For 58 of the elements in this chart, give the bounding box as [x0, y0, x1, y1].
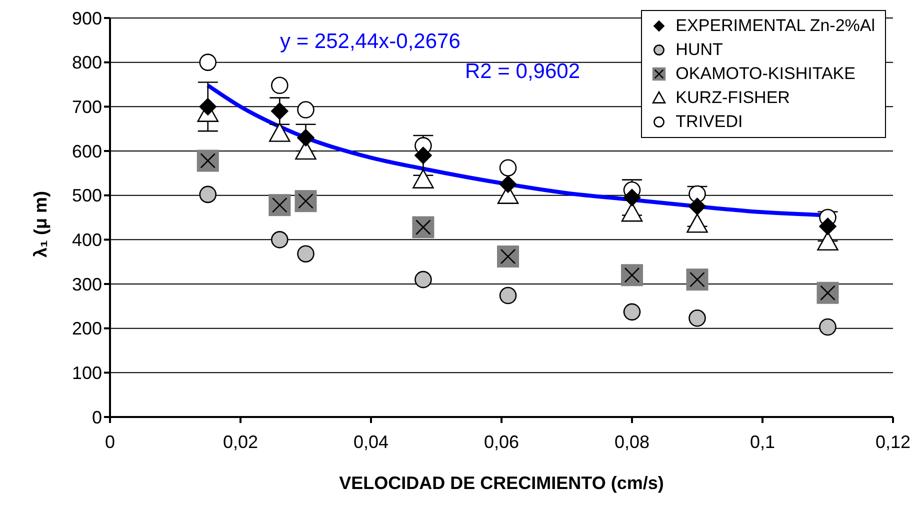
x-tick-label: 0 — [104, 432, 116, 452]
legend-label: OKAMOTO-KISHITAKE — [674, 63, 856, 85]
point — [623, 188, 641, 206]
y-tick-label: 200 — [72, 318, 102, 339]
point — [414, 270, 432, 288]
y-tick-label: 300 — [72, 274, 102, 294]
point — [499, 176, 517, 193]
y-tick-label: 600 — [72, 141, 102, 162]
point — [499, 159, 517, 176]
point — [499, 286, 517, 304]
y-tick-label: 400 — [72, 230, 102, 250]
point — [271, 102, 288, 120]
point — [297, 245, 314, 263]
legend-label: HUNT — [674, 39, 724, 61]
point — [297, 101, 314, 118]
annotation: R2 = 0,9602 — [464, 60, 580, 84]
x-tick-label: 0,12 — [875, 432, 911, 452]
point — [623, 303, 641, 321]
point — [199, 186, 217, 204]
y-tick-label: 900 — [72, 8, 102, 28]
point — [199, 98, 217, 116]
point — [497, 246, 520, 268]
y-tick-label: 700 — [72, 97, 102, 118]
point — [816, 282, 839, 304]
x-tick-label: 0,04 — [353, 432, 389, 452]
point — [271, 231, 288, 248]
x-tick-label: 0,02 — [222, 432, 258, 452]
point — [686, 268, 708, 291]
y-tick-label: 500 — [72, 186, 102, 206]
x-tick-label: 0,08 — [614, 432, 650, 452]
point — [688, 185, 706, 203]
point — [297, 129, 314, 146]
legend-label: EXPERIMENTAL Zn-2%Al — [674, 15, 875, 37]
point — [271, 76, 288, 94]
point — [688, 198, 706, 216]
point — [412, 169, 434, 188]
y-tick-label: 800 — [72, 52, 102, 73]
point — [268, 194, 291, 216]
point — [819, 318, 836, 336]
point — [414, 146, 432, 164]
x-tick-label: 0,1 — [750, 432, 776, 452]
y-tick-label: 0 — [92, 407, 102, 428]
x-axis-title: VELOCIDAD DE CRECIMIENTO (cm/s) — [339, 473, 664, 493]
point — [621, 264, 643, 286]
point — [294, 190, 317, 212]
point — [412, 216, 434, 238]
point — [196, 150, 219, 172]
point — [199, 54, 217, 71]
point — [686, 214, 708, 233]
y-tick-label: 100 — [72, 363, 102, 384]
legend-label: KURZ-FISHER — [674, 87, 791, 109]
point — [688, 309, 706, 327]
x-tick-label: 0,06 — [484, 432, 520, 452]
y-axis-title: λ₁ (μ m) — [30, 191, 50, 258]
annotation: y = 252,44x-0,2676 — [280, 30, 462, 54]
point — [269, 122, 290, 142]
point — [819, 218, 836, 236]
legend-label: TRIVEDI — [674, 111, 744, 133]
